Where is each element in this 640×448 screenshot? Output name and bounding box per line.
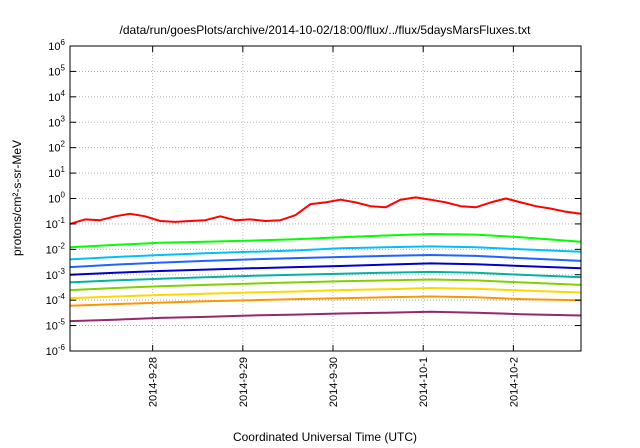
y-axis-title: protons/cm²-s-sr-MeV xyxy=(10,140,24,256)
series-line-3 xyxy=(69,245,582,261)
axes: 10-6 10-5 10-4 10-3 10-2 10-1 100 101 102 103 104 1… xyxy=(46,38,581,407)
y-tick-label: 10-1 xyxy=(46,216,66,231)
series-line-6 xyxy=(69,270,582,284)
x-tick-label: 2014-9-28 xyxy=(148,357,160,407)
series-line-5 xyxy=(69,262,582,276)
x-tick-label: 2014-10-2 xyxy=(508,357,520,407)
plot-frame xyxy=(69,45,582,352)
y-tick-label: 104 xyxy=(48,89,65,104)
series-line-10 xyxy=(69,310,582,323)
y-tick-label: 10-4 xyxy=(46,292,66,307)
series-layer xyxy=(69,196,582,323)
y-tick-label: 105 xyxy=(48,63,65,78)
y-tick-label: 10-5 xyxy=(46,318,66,333)
y-tick-label: 106 xyxy=(48,38,65,53)
series-line-1 xyxy=(69,196,582,225)
series-line-7 xyxy=(69,278,582,292)
y-tick-label: 10-3 xyxy=(46,267,66,282)
y-tick-label: 10-2 xyxy=(46,241,66,256)
y-tick-label: 10-6 xyxy=(46,343,66,358)
chart-title: /data/run/goesPlots/archive/2014-10-02/1… xyxy=(120,23,532,37)
y-tick-label: 102 xyxy=(48,140,65,155)
series-line-4 xyxy=(69,254,582,269)
series-line-2 xyxy=(69,233,582,249)
series-line-8 xyxy=(69,287,582,300)
y-tick-label: 100 xyxy=(48,191,65,206)
x-axis-title: Coordinated Universal Time (UTC) xyxy=(233,430,417,444)
series-line-9 xyxy=(69,295,582,307)
y-tick-label: 103 xyxy=(48,114,65,129)
x-tick-label: 2014-10-1 xyxy=(418,357,430,407)
y-tick-label: 101 xyxy=(48,165,65,180)
x-tick-label: 2014-9-30 xyxy=(328,357,340,407)
x-tick-label: 2014-9-29 xyxy=(238,357,250,407)
